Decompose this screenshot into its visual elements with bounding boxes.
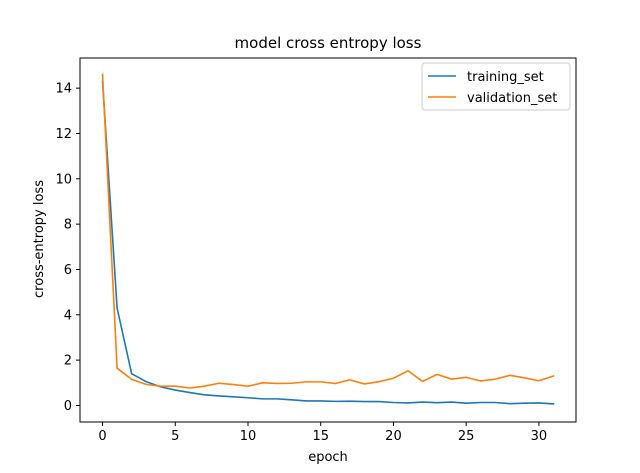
x-tick-label: 10 (240, 429, 257, 444)
y-tick-label: 8 (64, 218, 72, 233)
y-tick-label: 2 (64, 354, 72, 369)
y-tick-label: 12 (55, 127, 72, 142)
y-tick-label: 4 (64, 308, 72, 323)
x-tick-label: 30 (531, 429, 548, 444)
legend: training_set validation_set (421, 62, 571, 111)
chart-title: model cross entropy loss (235, 34, 422, 52)
series-layer (101, 73, 555, 405)
legend-box (421, 62, 571, 111)
legend-label-training-set: training_set (467, 70, 544, 85)
plot-area (79, 57, 577, 423)
x-tick-label: 20 (385, 429, 402, 444)
series-line-validation-set (101, 73, 555, 389)
x-tick-label: 0 (98, 429, 106, 444)
y-tick-label: 10 (55, 172, 72, 187)
y-tick-label: 6 (64, 263, 72, 278)
x-axis: 0 5 10 15 20 25 30 (98, 422, 547, 444)
x-tick-label: 5 (171, 429, 179, 444)
x-axis-label: epoch (308, 450, 348, 465)
y-tick-label: 14 (55, 82, 72, 97)
y-axis-label: cross-entropy loss (32, 180, 47, 298)
series-line-training-set (101, 80, 555, 405)
x-tick-label: 15 (312, 429, 329, 444)
y-axis: 0 2 4 6 8 10 12 14 (55, 82, 80, 414)
legend-label-validation-set: validation_set (467, 91, 557, 106)
x-tick-label: 25 (458, 429, 475, 444)
y-tick-label: 0 (64, 399, 72, 414)
axes-frame (79, 57, 577, 423)
